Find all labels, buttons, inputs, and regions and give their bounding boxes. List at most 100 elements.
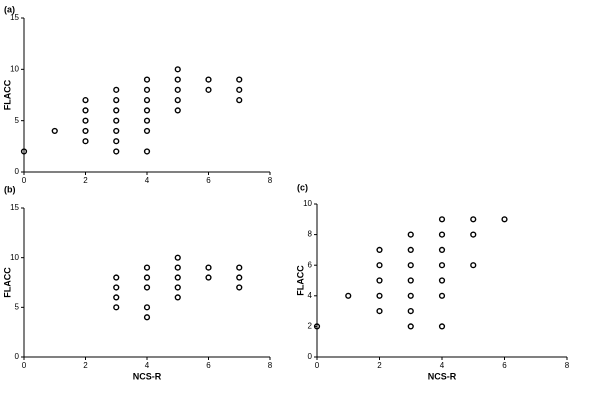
point	[143, 284, 151, 291]
panel-title: (c)	[297, 182, 308, 192]
point	[376, 246, 383, 254]
point	[501, 216, 508, 223]
point	[470, 262, 477, 269]
point	[174, 86, 181, 93]
y-tick-label: 2	[308, 322, 313, 331]
point	[143, 127, 151, 135]
y-tick-label: 15	[10, 13, 19, 22]
point	[143, 274, 151, 281]
x-tick-label: 0	[22, 361, 27, 370]
point	[174, 107, 181, 114]
point	[174, 66, 181, 73]
point	[438, 231, 446, 238]
point	[113, 304, 120, 311]
x-tick-label: 0	[315, 361, 320, 370]
point	[82, 138, 89, 145]
x-axis-label: NCS-R	[133, 371, 162, 381]
point	[20, 148, 28, 155]
point	[470, 231, 477, 238]
point	[236, 76, 243, 83]
point	[205, 264, 212, 271]
point	[174, 254, 181, 261]
point	[376, 308, 383, 315]
x-tick-label: 8	[268, 176, 273, 185]
point	[407, 262, 414, 269]
point	[438, 323, 446, 330]
point	[143, 117, 151, 124]
point	[407, 246, 414, 254]
point	[143, 148, 151, 155]
x-tick-label: 4	[145, 361, 150, 370]
x-tick-label: 2	[377, 361, 382, 370]
point	[143, 304, 151, 311]
y-tick-label: 10	[303, 199, 312, 208]
point	[113, 274, 120, 281]
point	[113, 294, 120, 301]
y-tick-label: 10	[10, 253, 19, 262]
point	[345, 292, 352, 299]
point	[407, 292, 414, 299]
y-axis-label: FLACC	[2, 79, 12, 110]
x-tick-label: 6	[206, 176, 211, 185]
point	[236, 264, 243, 271]
x-tick-label: 8	[268, 361, 273, 370]
point	[113, 127, 120, 135]
point	[407, 277, 414, 284]
point	[205, 274, 212, 281]
x-tick-label: 2	[83, 176, 88, 185]
point	[438, 216, 446, 223]
point	[143, 264, 151, 271]
point	[113, 107, 120, 114]
point	[143, 314, 151, 321]
y-tick-label: 8	[308, 230, 313, 239]
point	[376, 292, 383, 299]
point	[438, 262, 446, 269]
point	[236, 97, 243, 104]
point	[174, 97, 181, 104]
point	[174, 264, 181, 271]
point	[113, 86, 120, 93]
y-tick-label: 5	[15, 116, 20, 125]
point	[174, 76, 181, 83]
y-axis-label: FLACC	[295, 265, 305, 296]
point	[470, 216, 477, 223]
x-axis-label: NCS-R	[428, 371, 457, 381]
point	[143, 76, 151, 83]
x-tick-label: 6	[206, 361, 211, 370]
y-tick-label: 4	[308, 291, 313, 300]
point	[376, 277, 383, 284]
point	[113, 284, 120, 291]
point	[376, 262, 383, 269]
point	[236, 284, 243, 291]
point	[407, 308, 414, 315]
panel-title: (b)	[4, 184, 16, 194]
point	[82, 117, 89, 124]
y-tick-label: 0	[15, 352, 20, 361]
point	[407, 323, 414, 330]
point	[407, 231, 414, 238]
y-tick-label: 10	[10, 64, 19, 73]
point	[174, 294, 181, 301]
x-tick-label: 2	[83, 361, 88, 370]
point	[236, 86, 243, 93]
point	[438, 277, 446, 284]
x-tick-label: 6	[502, 361, 507, 370]
point	[236, 274, 243, 281]
y-tick-label: 0	[308, 352, 313, 361]
point	[143, 97, 151, 104]
x-tick-label: 0	[22, 176, 27, 185]
y-tick-label: 0	[15, 167, 20, 176]
point	[174, 284, 181, 291]
point	[113, 117, 120, 124]
x-tick-label: 8	[565, 361, 570, 370]
y-tick-label: 6	[308, 260, 313, 269]
point	[438, 292, 446, 299]
point	[82, 107, 89, 114]
x-tick-label: 4	[145, 176, 150, 185]
point	[113, 138, 120, 145]
point	[113, 97, 120, 104]
point	[205, 86, 212, 93]
point	[51, 127, 58, 135]
point	[82, 127, 89, 135]
